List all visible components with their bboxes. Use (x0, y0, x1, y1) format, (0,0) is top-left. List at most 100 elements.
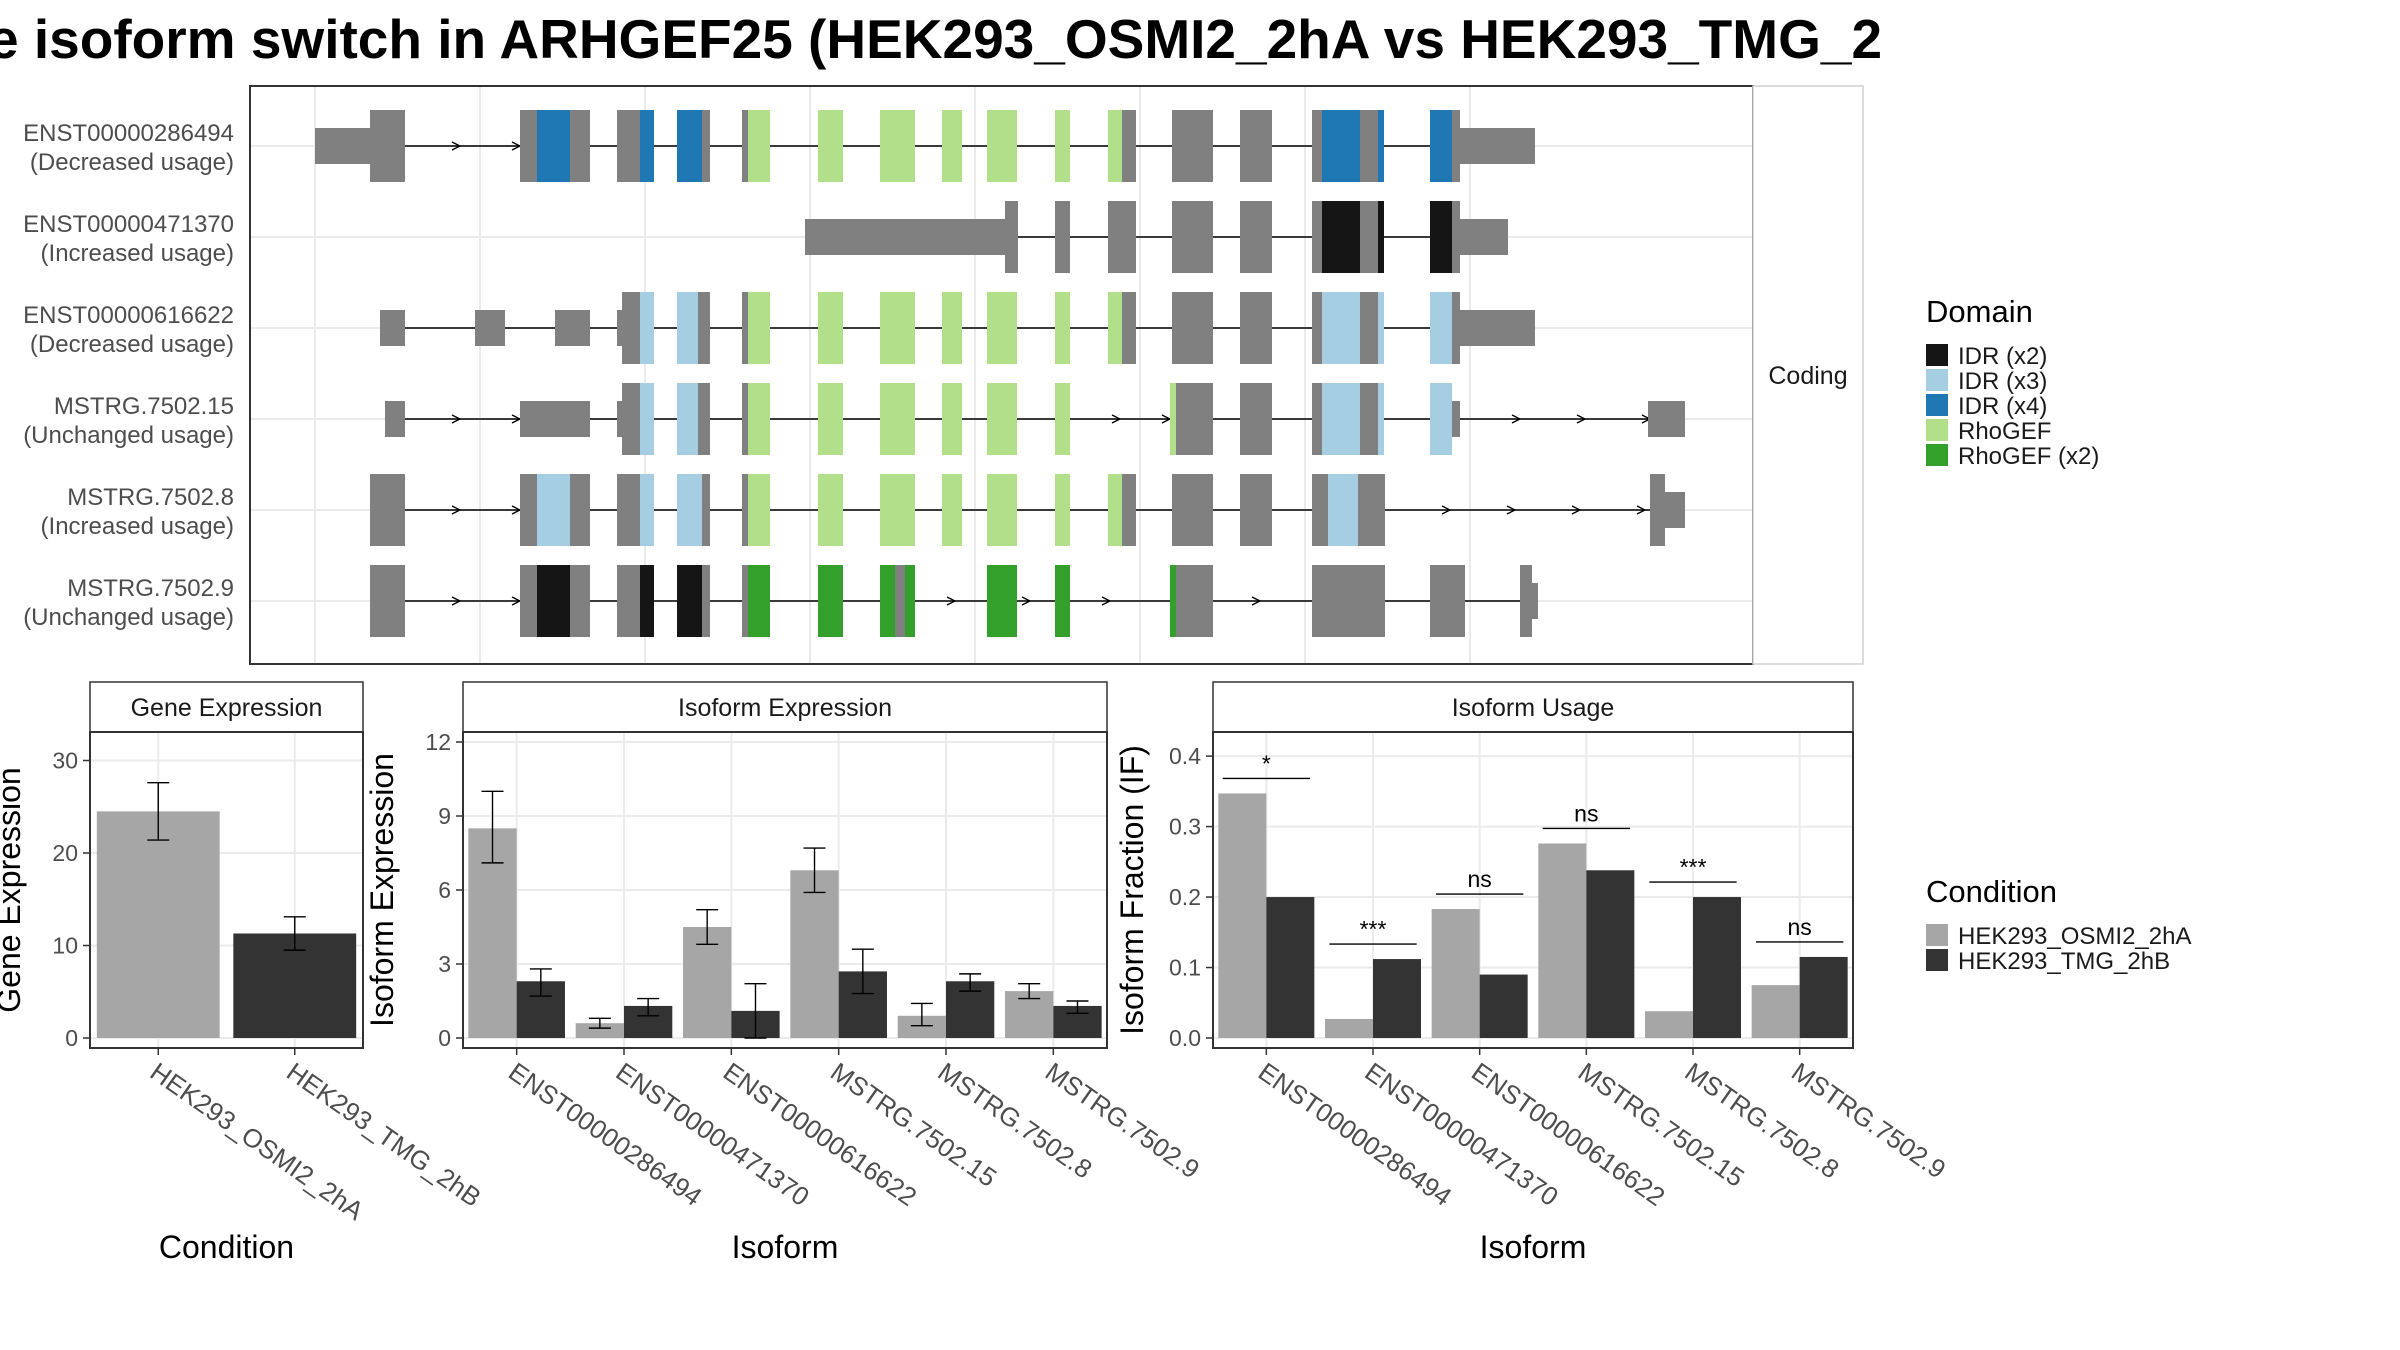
exon-segment (1108, 474, 1122, 546)
y-tick-label: 10 (52, 933, 78, 959)
domain-legend: Domain IDR (x2)IDR (x3)IDR (x4)RhoGEFRhoG… (1926, 294, 2099, 470)
exon-segment (1122, 110, 1136, 182)
exon-segment (385, 401, 405, 437)
exon-segment (1452, 292, 1460, 364)
x-axis-title: Condition (159, 1229, 294, 1265)
exon-segment (1172, 474, 1213, 546)
exon-segment (987, 383, 1017, 455)
y-axis-title: Gene Expression (0, 767, 27, 1012)
significance-label: * (1262, 750, 1271, 776)
exon-segment (818, 110, 843, 182)
data-bar (1325, 1018, 1373, 1038)
exon-segment (370, 110, 405, 182)
exon-segment (1520, 565, 1532, 637)
exon-segment (818, 565, 843, 637)
exon-segment (1240, 201, 1272, 273)
exon-segment (1108, 110, 1122, 182)
exon-segment (617, 310, 622, 346)
exon-segment (1312, 474, 1328, 546)
exon-segment (1460, 310, 1535, 346)
exon-segment (1055, 292, 1070, 364)
exon-segment (1430, 110, 1452, 182)
panel-strip (89, 681, 364, 733)
data-bar (683, 927, 732, 1038)
exon-segment (1240, 474, 1272, 546)
y-tick-label: 6 (438, 877, 451, 903)
exon-segment (1322, 110, 1360, 182)
exon-segment (742, 474, 748, 546)
exon-segment (1650, 474, 1665, 546)
exon-segment (640, 110, 654, 182)
y-tick-label: 0.2 (1169, 884, 1201, 910)
exon-segment (905, 565, 915, 637)
significance-label: ns (1468, 866, 1492, 892)
exon-segment (1430, 201, 1452, 273)
exon-segment (1312, 292, 1322, 364)
panel-strip (462, 681, 1108, 733)
transcript-usage-label: (Decreased usage) (30, 331, 234, 358)
data-bar (1218, 793, 1267, 1038)
data-bar (96, 811, 220, 1038)
exon-segment (1360, 292, 1378, 364)
strand-arrow (1251, 596, 1262, 606)
exon-segment (1452, 201, 1460, 273)
transcript-id-label: ENST00000616622 (23, 302, 234, 329)
exon-segment (1240, 383, 1272, 455)
domain-legend-label: IDR (x4) (1958, 393, 2047, 420)
exon-segment (520, 110, 537, 182)
exon-segment (748, 474, 770, 546)
exon-segment (640, 565, 654, 637)
exon-segment (1328, 474, 1358, 546)
exon-segment (537, 110, 570, 182)
x-tick-label: ENST00000616622 (1466, 1056, 1670, 1212)
chart-panel: Isoform Usage 0.0 0.1 0.2 0.3 0.4 * ENST0000028… (1114, 681, 1951, 1265)
exon-segment (742, 292, 748, 364)
exon-segment (1322, 292, 1360, 364)
transcript-usage-label: (Increased usage) (41, 513, 234, 540)
exon-segment (380, 310, 405, 346)
domain-legend-key (1926, 444, 1948, 466)
exon-segment (1240, 292, 1272, 364)
exon-segment (1322, 383, 1360, 455)
exon-segment (640, 383, 654, 455)
exon-segment (818, 292, 843, 364)
transcript-usage-label: (Decreased usage) (30, 149, 234, 176)
exon-segment (1122, 201, 1136, 273)
strand-arrow (946, 596, 957, 606)
exon-segment (1452, 110, 1460, 182)
transcript-track (315, 110, 1535, 182)
y-tick-label: 0.4 (1169, 743, 1201, 769)
exon-segment (1055, 474, 1070, 546)
domain-legend-label: IDR (x3) (1958, 368, 2047, 395)
y-tick-label: 9 (438, 803, 451, 829)
y-tick-label: 12 (425, 729, 451, 755)
exon-segment (622, 383, 640, 455)
condition-legend-title: Condition (1926, 874, 2057, 909)
exon-segment (1170, 565, 1176, 637)
exon-segment (1108, 292, 1122, 364)
exon-segment (315, 128, 370, 164)
significance-label: ns (1574, 800, 1598, 826)
transcript-usage-label: (Increased usage) (41, 240, 234, 267)
exon-segment (748, 565, 770, 637)
exon-segment (520, 474, 537, 546)
data-bar (1751, 985, 1800, 1038)
panel-border (1212, 731, 1854, 1049)
exon-segment (1055, 565, 1070, 637)
exon-segment (942, 474, 962, 546)
strand-arrow (1511, 414, 1522, 424)
x-tick-label: ENST00000471370 (1360, 1056, 1564, 1212)
condition-legend-key (1926, 949, 1948, 971)
transcript-track (805, 201, 1508, 273)
exon-segment (895, 565, 905, 637)
exon-segment (1312, 201, 1322, 273)
exon-segment (677, 383, 698, 455)
exon-segment (1532, 583, 1538, 619)
strand-arrow (451, 505, 462, 515)
domain-legend-key (1926, 369, 1948, 391)
y-tick-label: 3 (438, 951, 451, 977)
exon-segment (555, 310, 590, 346)
data-bar (1799, 956, 1848, 1038)
exon-segment (640, 292, 654, 364)
exon-segment (1005, 201, 1018, 273)
